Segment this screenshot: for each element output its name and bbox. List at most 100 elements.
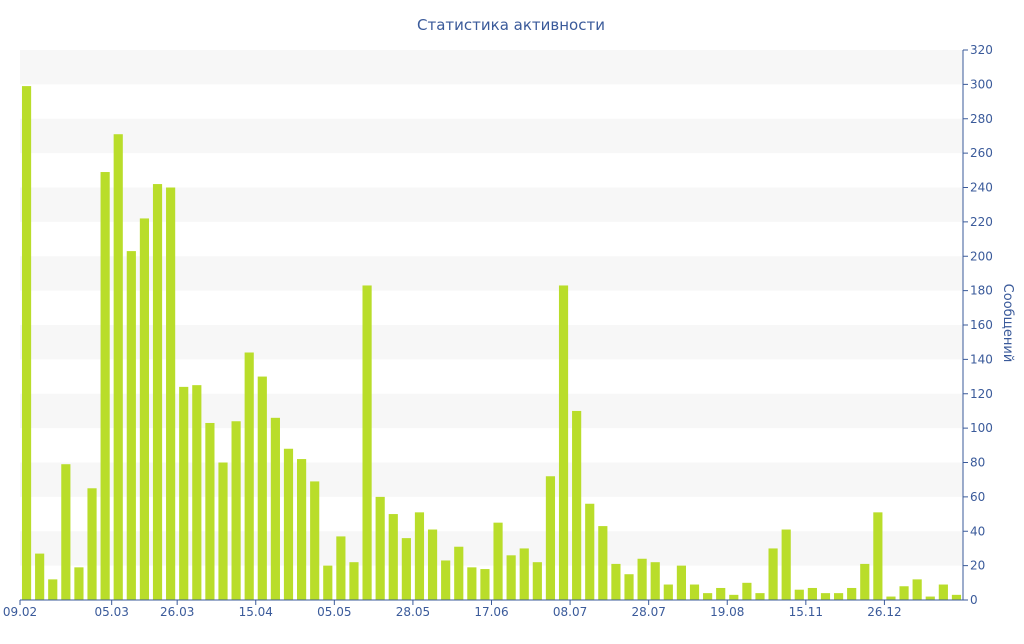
bar[interactable] (847, 587, 857, 600)
bar[interactable] (74, 567, 84, 600)
bar[interactable] (467, 567, 477, 600)
grid-band (20, 256, 963, 291)
bar[interactable] (519, 548, 529, 600)
bar[interactable] (310, 481, 320, 600)
bar[interactable] (781, 529, 791, 600)
bar[interactable] (61, 464, 71, 600)
bar[interactable] (689, 584, 700, 600)
bar[interactable] (742, 582, 752, 600)
bar[interactable] (532, 562, 542, 600)
bar[interactable] (886, 596, 896, 600)
bar[interactable] (231, 421, 241, 600)
grid-band (20, 50, 963, 85)
bar[interactable] (362, 285, 372, 600)
x-tick-label: 26.12 (867, 605, 901, 619)
bar[interactable] (323, 565, 333, 600)
bar[interactable] (833, 593, 844, 600)
y-tick-label: 140 (970, 352, 993, 366)
bar[interactable] (414, 512, 425, 600)
bar[interactable] (480, 569, 490, 600)
bar[interactable] (572, 410, 582, 600)
bar[interactable] (558, 285, 569, 600)
chart-title: Статистика активности (417, 16, 605, 34)
bar[interactable] (441, 560, 451, 600)
bar[interactable] (297, 459, 307, 600)
grid-band (20, 118, 963, 154)
bar[interactable] (349, 562, 359, 600)
bar[interactable] (703, 593, 713, 600)
bar[interactable] (545, 476, 556, 600)
y-tick-label: 160 (970, 318, 993, 332)
bar[interactable] (401, 538, 411, 600)
bar[interactable] (375, 496, 385, 600)
bar[interactable] (794, 589, 804, 600)
x-tick-label: 05.03 (95, 605, 129, 619)
y-tick-label: 320 (970, 43, 993, 57)
bar[interactable] (87, 488, 97, 600)
bar[interactable] (951, 594, 962, 600)
bar[interactable] (388, 514, 398, 600)
grid-band (20, 325, 963, 360)
bar[interactable] (873, 512, 883, 600)
y-tick-label: 100 (970, 421, 993, 435)
bar[interactable] (100, 172, 110, 600)
grid-band (20, 462, 963, 497)
bar[interactable] (244, 352, 254, 601)
bar[interactable] (768, 548, 778, 600)
bar[interactable] (716, 587, 726, 600)
bar[interactable] (427, 529, 438, 600)
bar[interactable] (113, 134, 123, 600)
bar[interactable] (676, 565, 686, 600)
bar[interactable] (938, 584, 948, 600)
y-tick-label: 180 (970, 284, 993, 298)
bar[interactable] (650, 562, 660, 600)
bar[interactable] (899, 586, 909, 600)
y-tick-label: 40 (970, 524, 985, 538)
bar[interactable] (218, 462, 228, 601)
bar[interactable] (585, 503, 595, 600)
bar[interactable] (283, 448, 294, 600)
bar[interactable] (624, 574, 634, 600)
bar[interactable] (807, 587, 817, 600)
bar[interactable] (139, 218, 150, 600)
bar[interactable] (820, 593, 831, 600)
bar[interactable] (35, 553, 45, 600)
bar[interactable] (663, 584, 673, 600)
bar[interactable] (755, 593, 765, 600)
y-tick-label: 200 (970, 249, 993, 263)
x-tick-label: 26.03 (160, 605, 194, 619)
bar[interactable] (48, 579, 58, 600)
y-tick-label: 80 (970, 456, 985, 470)
bar[interactable] (454, 546, 464, 600)
bar[interactable] (925, 596, 935, 600)
bar[interactable] (152, 184, 163, 600)
y-tick-label: 240 (970, 181, 993, 195)
x-axis: 09.02 05.03 26.03 15.04 05.05 28.05 17.06 08.07… (3, 599, 963, 619)
x-tick-label: 17.06 (474, 605, 508, 619)
bar[interactable] (506, 555, 516, 600)
bar[interactable] (336, 536, 346, 600)
bar[interactable] (166, 187, 176, 601)
bar[interactable] (205, 422, 215, 600)
y-tick-label: 60 (970, 490, 985, 504)
bar[interactable] (729, 594, 739, 600)
bar[interactable] (860, 563, 870, 600)
bar[interactable] (270, 417, 280, 600)
bar[interactable] (179, 386, 189, 600)
y-tick-label: 120 (970, 387, 993, 401)
bar[interactable] (611, 563, 621, 600)
bar[interactable] (126, 251, 136, 600)
bar[interactable] (257, 376, 267, 600)
bar[interactable] (192, 385, 202, 600)
bar[interactable] (493, 522, 503, 600)
bar[interactable] (598, 526, 608, 600)
bar[interactable] (637, 558, 647, 600)
x-tick-label: 15.04 (239, 605, 273, 619)
x-tick-label: 28.05 (396, 605, 430, 619)
y-tick-label: 220 (970, 215, 993, 229)
bar[interactable] (21, 86, 32, 600)
y-axis-title: Сообщений (1000, 284, 1015, 363)
bar[interactable] (912, 579, 922, 600)
grid-band (20, 393, 963, 429)
